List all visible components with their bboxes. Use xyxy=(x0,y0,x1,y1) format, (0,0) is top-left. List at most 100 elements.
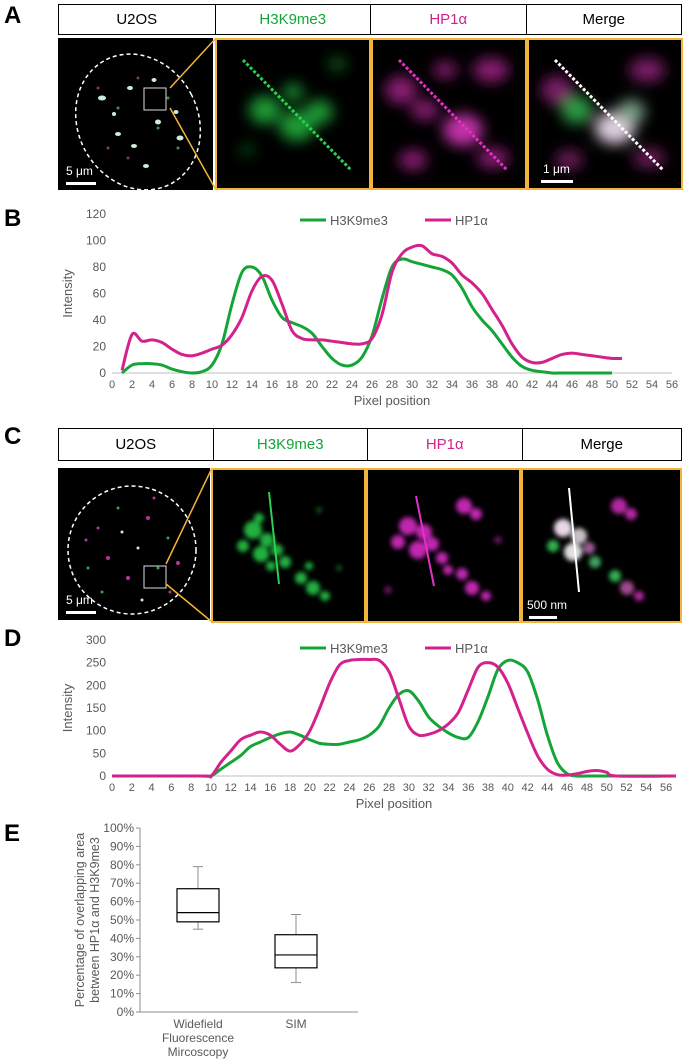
category-label: Mircoscopy xyxy=(168,1045,229,1059)
legend-label: HP1α xyxy=(455,641,488,656)
y-tick-label: 30% xyxy=(110,950,134,964)
y-tick-label: 50 xyxy=(93,746,107,760)
x-tick-label: 8 xyxy=(189,379,195,391)
x-tick-label: 6 xyxy=(169,379,175,391)
x-tick-label: 50 xyxy=(601,782,613,794)
y-tick-label: 80% xyxy=(110,858,134,872)
category-label: SIM xyxy=(285,1017,306,1031)
header-u2os: U2OS xyxy=(59,429,214,460)
x-tick-label: 46 xyxy=(561,782,573,794)
x-tick-label: 26 xyxy=(363,782,375,794)
header-merge: Merge xyxy=(582,11,626,28)
x-tick-label: 20 xyxy=(304,782,316,794)
zoom-connector-a xyxy=(169,37,217,191)
x-tick-label: 40 xyxy=(506,379,518,391)
x-tick-label: 8 xyxy=(188,782,194,794)
x-tick-label: 50 xyxy=(606,379,618,391)
x-tick-label: 14 xyxy=(244,782,256,794)
scale-bar-label: 5 μm xyxy=(66,593,93,607)
x-tick-label: 28 xyxy=(386,379,398,391)
x-tick-label: 22 xyxy=(324,782,336,794)
x-tick-label: 56 xyxy=(666,379,678,391)
y-tick-label: 20% xyxy=(110,968,134,982)
panel-a-merge-image: 1 μm xyxy=(527,38,683,190)
x-tick-label: 48 xyxy=(581,782,593,794)
panel-letter-e: E xyxy=(4,820,21,847)
x-tick-label: 36 xyxy=(462,782,474,794)
x-tick-label: 34 xyxy=(442,782,454,794)
x-tick-label: 0 xyxy=(109,379,115,391)
h3k9me3-sim-svg xyxy=(237,491,342,601)
panel-letter-d: D xyxy=(4,625,22,652)
y-tick-label: 100 xyxy=(86,724,106,738)
x-tick-label: 30 xyxy=(406,379,418,391)
y-tick-label: 50% xyxy=(110,913,134,927)
panel-a-overview-image: 5 μm xyxy=(58,38,213,190)
panel-c-h3k9me3-image xyxy=(211,468,366,623)
x-tick-label: 28 xyxy=(383,782,395,794)
x-axis-label: Pixel position xyxy=(356,796,433,811)
x-tick-label: 52 xyxy=(626,379,638,391)
x-tick-label: 42 xyxy=(521,782,533,794)
panel-a-h3k9me3-image xyxy=(215,38,371,190)
x-tick-label: 2 xyxy=(129,782,135,794)
y-tick-label: 0 xyxy=(99,366,106,380)
scale-bar-label: 1 μm xyxy=(543,162,570,176)
y-tick-label: 20 xyxy=(93,340,107,354)
x-tick-label: 56 xyxy=(660,782,672,794)
x-tick-label: 12 xyxy=(226,379,238,391)
x-tick-label: 32 xyxy=(426,379,438,391)
series-line-HP1α xyxy=(111,657,677,779)
x-tick-label: 18 xyxy=(284,782,296,794)
y-tick-label: 40 xyxy=(93,313,107,327)
panel-a-hp1a-image xyxy=(371,38,527,190)
nucleus-overview-svg xyxy=(67,485,197,615)
x-tick-label: 34 xyxy=(446,379,458,391)
scale-bar-label: 500 nm xyxy=(527,598,568,612)
x-tick-label: 16 xyxy=(266,379,278,391)
hp1a-zoom-svg xyxy=(385,58,509,172)
scale-bar xyxy=(541,180,573,183)
header-hp1a: HP1α xyxy=(368,429,523,460)
y-tick-label: 10% xyxy=(110,987,134,1001)
y-tick-label: 100% xyxy=(103,821,134,835)
x-tick-label: 32 xyxy=(423,782,435,794)
x-tick-label: 24 xyxy=(346,379,358,391)
y-tick-label: 90% xyxy=(110,839,134,853)
panel-c-hp1a-image xyxy=(366,468,521,623)
x-tick-label: 30 xyxy=(403,782,415,794)
header-hp1a: HP1α xyxy=(371,5,527,34)
legend-label: HP1α xyxy=(455,213,488,228)
x-tick-label: 54 xyxy=(646,379,658,391)
series-line-H3K9me3 xyxy=(121,257,612,375)
x-tick-label: 44 xyxy=(546,379,558,391)
y-tick-label: 80 xyxy=(93,260,107,274)
series-line-HP1α xyxy=(120,243,623,371)
y-tick-label: 0% xyxy=(117,1005,135,1019)
panel-c-merge-image: 500 nm xyxy=(521,468,682,623)
hp1a-sim-svg xyxy=(384,495,502,601)
y-tick-label: 300 xyxy=(86,633,106,647)
x-tick-label: 44 xyxy=(541,782,553,794)
x-axis-label: Pixel position xyxy=(354,393,431,408)
x-tick-label: 6 xyxy=(168,782,174,794)
y-axis-label: Intensity xyxy=(60,683,75,732)
x-tick-label: 46 xyxy=(566,379,578,391)
y-tick-label: 120 xyxy=(86,207,106,221)
y-tick-label: 200 xyxy=(86,678,106,692)
x-tick-label: 2 xyxy=(129,379,135,391)
y-tick-label: 100 xyxy=(86,234,106,248)
zoom-connector-c xyxy=(165,467,213,623)
y-axis-label-line2: between HP1α and H3K9me3 xyxy=(88,837,102,1003)
panel-letter-b: B xyxy=(4,205,22,232)
x-tick-label: 4 xyxy=(149,782,155,794)
header-h3k9me3: H3K9me3 xyxy=(216,5,371,34)
box-iqr xyxy=(176,888,220,923)
x-tick-label: 38 xyxy=(486,379,498,391)
x-tick-label: 38 xyxy=(482,782,494,794)
series-line-H3K9me3 xyxy=(111,658,676,778)
category-label: Fluorescence xyxy=(162,1031,234,1045)
scale-bar xyxy=(66,611,96,614)
